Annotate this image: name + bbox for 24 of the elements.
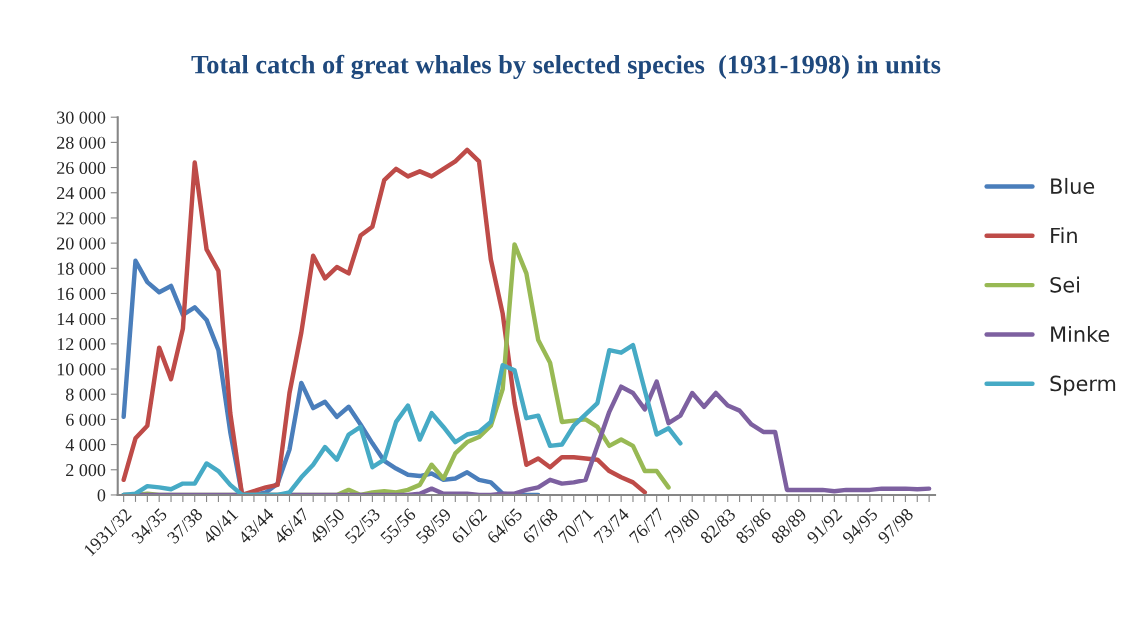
legend-label: Fin (1051, 227, 1077, 244)
y-tick-label: 28 000 (57, 136, 106, 149)
legend-label: Blue (1051, 177, 1095, 195)
y-tick-label: 30 000 (57, 111, 106, 124)
y-tick-label: 18 000 (57, 262, 106, 275)
line-series (121, 342, 683, 495)
y-tick-label: 26 000 (57, 161, 106, 175)
y-tick-label: 22 000 (57, 212, 106, 225)
y-tick-label: 0 (97, 489, 106, 502)
y-tick-label: 16 000 (57, 287, 106, 300)
chart-title: Total catch of great whales by selected species (1931-1998) in units (191, 54, 941, 80)
legend-label: Sei (1050, 276, 1079, 293)
y-tick-label: 24 000 (57, 187, 106, 200)
y-tick-label: 10 000 (57, 363, 106, 376)
y-tick-label: 6 000 (66, 413, 106, 426)
legend-label: Sperm (1050, 375, 1116, 396)
y-tick-label: 20 000 (57, 237, 106, 250)
y-tick-label: 14 000 (57, 312, 106, 326)
legend-label: Minke (1051, 325, 1110, 343)
y-tick-label: 12 000 (57, 338, 106, 351)
y-tick-label: 2 000 (66, 464, 106, 477)
y-tick-label: 4 000 (65, 438, 106, 452)
y-tick-label: 8 000 (65, 388, 106, 401)
line-series (121, 147, 648, 495)
